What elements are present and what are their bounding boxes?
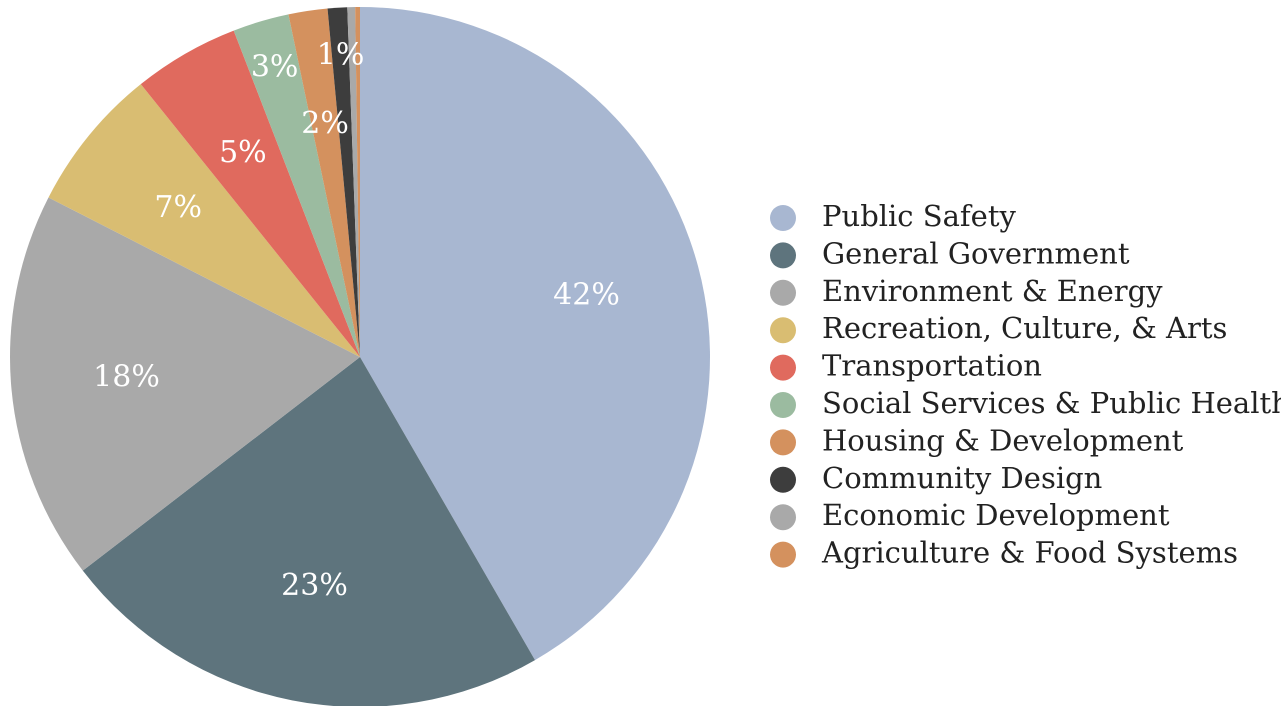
legend-label: Environment & Energy	[822, 274, 1163, 308]
slice-label: 42%	[553, 277, 620, 312]
pie-slice	[140, 30, 360, 357]
legend-label: Recreation, Culture, & Arts	[822, 311, 1227, 345]
legend-swatch	[770, 354, 796, 381]
legend-label: Economic Development	[822, 498, 1170, 532]
legend-label: Community Design	[822, 461, 1102, 495]
pie-slice	[355, 7, 360, 357]
slice-label: 7%	[154, 190, 202, 225]
legend-swatch	[770, 541, 796, 568]
legend-swatch	[770, 242, 796, 269]
legend-label: Social Services & Public Health	[822, 386, 1281, 420]
legend-swatch	[770, 279, 796, 306]
slice-label: 2%	[301, 106, 349, 141]
legend-swatch	[770, 392, 796, 418]
slice-label: 1%	[317, 38, 365, 73]
legend-swatch	[770, 317, 796, 344]
pie-slice	[288, 8, 360, 357]
slice-label: 5%	[219, 135, 267, 170]
legend-label: Public Safety	[822, 199, 1016, 233]
legend-label: Housing & Development	[822, 423, 1184, 457]
legend-label: General Government	[822, 236, 1130, 270]
pie-slice	[347, 7, 360, 357]
slice-label: 3%	[251, 49, 299, 84]
legend-swatch	[770, 205, 796, 231]
pie-slice	[9, 197, 361, 571]
pie-slice	[48, 84, 360, 357]
legend-swatch	[770, 466, 796, 493]
pie-slice	[360, 7, 710, 661]
legend-label: Transportation	[822, 349, 1042, 383]
legend-swatch	[770, 429, 796, 456]
slice-label: 23%	[281, 568, 348, 603]
pie-slice	[82, 357, 535, 706]
pie-slice	[327, 7, 360, 357]
legend-label: Agriculture & Food Systems	[821, 536, 1238, 570]
slice-label: 18%	[93, 359, 160, 394]
pie-slice	[233, 14, 360, 357]
legend-swatch	[770, 504, 796, 531]
